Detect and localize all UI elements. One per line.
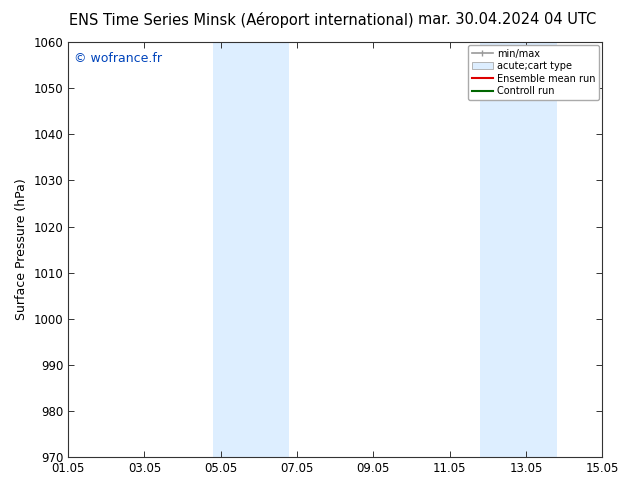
Y-axis label: Surface Pressure (hPa): Surface Pressure (hPa)	[15, 179, 28, 320]
Legend: min/max, acute;cart type, Ensemble mean run, Controll run: min/max, acute;cart type, Ensemble mean …	[468, 45, 599, 100]
Bar	[480, 42, 557, 457]
Text: © wofrance.fr: © wofrance.fr	[74, 52, 162, 66]
Text: ENS Time Series Minsk (Aéroport international): ENS Time Series Minsk (Aéroport internat…	[68, 12, 413, 28]
Bar	[213, 42, 290, 457]
Text: mar. 30.04.2024 04 UTC: mar. 30.04.2024 04 UTC	[418, 12, 597, 27]
